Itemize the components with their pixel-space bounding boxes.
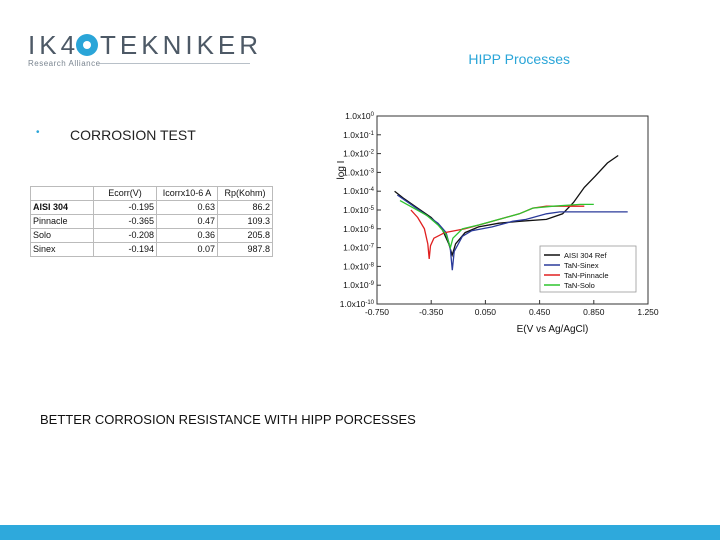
y-tick-label: 1.0x10-9 <box>343 280 375 290</box>
logo-circle-icon <box>76 34 98 56</box>
x-tick-label: -0.750 <box>365 307 389 317</box>
x-tick-label: 1.250 <box>637 307 659 317</box>
section-title: HIPP Processes <box>468 51 570 67</box>
x-tick-label: 0.850 <box>583 307 605 317</box>
table-cell-name: Solo <box>30 228 94 243</box>
y-tick-label: 1.0x10-5 <box>343 205 375 215</box>
footer-bar <box>0 525 720 540</box>
legend-label: TaN-Solo <box>564 281 595 290</box>
table-cell-icorr: 0.47 <box>156 214 218 229</box>
table-header-corner <box>30 186 94 201</box>
y-tick-label: 1.0x10-7 <box>343 243 375 253</box>
logo-text-right: TEKNIKER <box>100 30 263 60</box>
table-cell-name: Sinex <box>30 242 94 257</box>
table-cell-name: AISI 304 <box>30 200 94 215</box>
table-cell-rp: 987.8 <box>217 242 273 257</box>
table-cell-ecorr: -0.365 <box>93 214 157 229</box>
legend-label: AISI 304 Ref <box>564 251 607 260</box>
table-cell-rp: 205.8 <box>217 228 273 243</box>
y-tick-label: 1.0x10-4 <box>343 186 375 196</box>
conclusion-text: BETTER CORROSION RESISTANCE WITH HIPP PO… <box>40 412 416 427</box>
table-cell-rp: 86.2 <box>217 200 273 215</box>
logo-subtitle: Research Alliance <box>28 59 101 68</box>
corrosion-data-table: Ecorr(V) Icorrx10-6 A Rp(Kohm) AISI 304 … <box>30 186 273 257</box>
table-row: Pinnacle -0.365 0.47 109.3 <box>30 214 273 229</box>
table-row: Solo -0.208 0.36 205.8 <box>30 228 273 243</box>
table-cell-ecorr: -0.194 <box>93 242 157 257</box>
y-tick-label: 1.0x10-2 <box>343 149 375 159</box>
legend-label: TaN-Pinnacle <box>564 271 609 280</box>
table-header-icorr: Icorrx10-6 A <box>156 186 218 201</box>
y-tick-label: 1.0x10-3 <box>343 167 375 177</box>
table-cell-icorr: 0.07 <box>156 242 218 257</box>
y-tick-label: 1.0x100 <box>345 111 375 121</box>
series-line-0 <box>394 154 619 258</box>
table-header-rp: Rp(Kohm) <box>217 186 273 201</box>
y-axis-label: log I <box>336 161 347 180</box>
slide-heading: CORROSION TEST <box>70 127 196 143</box>
series-line-1 <box>396 194 628 271</box>
y-tick-label: 1.0x10-10 <box>340 299 375 309</box>
table-cell-icorr: 0.36 <box>156 228 218 243</box>
series-line-3 <box>399 200 594 250</box>
table-row: AISI 304 -0.195 0.63 86.2 <box>30 200 273 215</box>
logo-divider <box>100 63 250 64</box>
y-tick-label: 1.0x10-8 <box>343 261 375 271</box>
polarization-chart: 1.0x100 1.0x10-1 1.0x10-2 1.0x10-3 1.0x10-4 1… <box>336 111 659 335</box>
y-tick-label: 1.0x10-6 <box>343 224 375 234</box>
company-logo: IK4 TEKNIKER Research Alliance <box>28 30 258 72</box>
table-header-row: Ecorr(V) Icorrx10-6 A Rp(Kohm) <box>30 186 273 201</box>
table-cell-rp: 109.3 <box>217 214 273 229</box>
table-cell-ecorr: -0.195 <box>93 200 157 215</box>
y-tick-label: 1.0x10-1 <box>343 130 375 140</box>
table-cell-icorr: 0.63 <box>156 200 218 215</box>
x-tick-label: 0.450 <box>529 307 551 317</box>
table-row: Sinex -0.194 0.07 987.8 <box>30 242 273 257</box>
table-header-ecorr: Ecorr(V) <box>93 186 157 201</box>
legend-label: TaN-Sinex <box>564 261 599 270</box>
bullet-icon: • <box>36 127 40 138</box>
x-axis-label: E(V vs Ag/AgCl) <box>517 324 589 335</box>
table-cell-ecorr: -0.208 <box>93 228 157 243</box>
x-tick-label: -0.350 <box>419 307 443 317</box>
table-cell-name: Pinnacle <box>30 214 94 229</box>
logo-text-left: IK4 <box>28 30 80 60</box>
x-tick-label: 0.050 <box>475 307 497 317</box>
